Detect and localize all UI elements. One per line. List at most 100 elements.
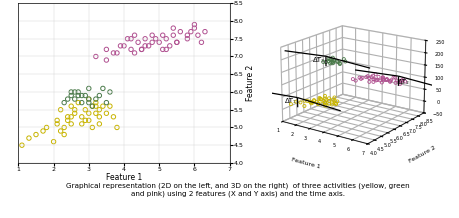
Point xyxy=(166,44,173,48)
Point xyxy=(81,108,89,111)
Point xyxy=(187,30,194,33)
Point xyxy=(162,48,169,51)
Point xyxy=(95,115,103,119)
Point xyxy=(57,129,64,133)
Point xyxy=(53,122,61,126)
Point xyxy=(190,26,198,30)
Point xyxy=(71,112,78,115)
Point xyxy=(99,87,106,90)
Point xyxy=(85,97,92,101)
Point xyxy=(71,90,78,94)
Point xyxy=(64,119,71,122)
Point xyxy=(32,133,39,136)
Point xyxy=(67,115,75,119)
Point xyxy=(89,104,96,108)
Point xyxy=(155,41,162,44)
Point xyxy=(131,51,138,55)
Text: Graphical representation (2D on the left, and 3D on the right)  of three activit: Graphical representation (2D on the left… xyxy=(66,183,409,197)
Point xyxy=(117,44,124,48)
Point xyxy=(89,104,96,108)
Point xyxy=(110,51,117,55)
Point xyxy=(95,108,103,111)
Point xyxy=(78,122,85,126)
Point xyxy=(190,23,198,26)
Point xyxy=(106,104,113,108)
Point xyxy=(106,90,113,94)
Point xyxy=(159,48,166,51)
Point xyxy=(141,37,148,41)
Point xyxy=(89,126,96,129)
Point xyxy=(102,112,110,115)
Point xyxy=(197,41,205,44)
Y-axis label: Feature 2: Feature 2 xyxy=(407,145,436,164)
Point xyxy=(78,94,85,97)
Point xyxy=(60,133,67,136)
Point xyxy=(183,37,190,41)
Point xyxy=(183,33,190,37)
Point xyxy=(67,104,75,108)
Point xyxy=(134,41,141,44)
Point xyxy=(92,97,99,101)
Point xyxy=(64,115,71,119)
Point xyxy=(127,37,134,41)
Point xyxy=(201,30,208,33)
Point xyxy=(95,94,103,97)
Point xyxy=(74,101,82,104)
Point xyxy=(74,94,82,97)
Point xyxy=(176,30,184,33)
Point xyxy=(39,129,47,133)
Point xyxy=(120,44,128,48)
Point xyxy=(78,101,85,104)
Point xyxy=(85,101,92,104)
Point xyxy=(173,41,180,44)
Point xyxy=(123,37,131,41)
Point xyxy=(145,44,152,48)
Point xyxy=(60,101,67,104)
Point xyxy=(85,97,92,101)
X-axis label: Feature 1: Feature 1 xyxy=(290,157,320,169)
Point xyxy=(67,90,75,94)
Point xyxy=(85,119,92,122)
Point xyxy=(102,101,110,104)
Point xyxy=(127,48,134,51)
Point xyxy=(169,33,177,37)
Point xyxy=(151,37,159,41)
Point xyxy=(162,37,169,41)
Point xyxy=(141,44,148,48)
Point xyxy=(110,115,117,119)
Point xyxy=(53,119,61,122)
Point xyxy=(78,115,85,119)
Point xyxy=(138,48,145,51)
Point xyxy=(148,41,156,44)
Point xyxy=(92,101,99,104)
Point xyxy=(18,143,26,147)
Point xyxy=(60,126,67,129)
Point xyxy=(92,55,99,58)
Point xyxy=(67,122,75,126)
X-axis label: Feature 1: Feature 1 xyxy=(106,174,142,182)
Point xyxy=(25,136,33,140)
Point xyxy=(169,26,177,30)
Point xyxy=(99,104,106,108)
Point xyxy=(43,126,50,129)
Point xyxy=(50,140,57,143)
Point xyxy=(131,33,138,37)
Point xyxy=(71,97,78,101)
Point xyxy=(148,33,156,37)
Point xyxy=(92,112,99,115)
Point xyxy=(113,126,120,129)
Point xyxy=(95,122,103,126)
Point xyxy=(74,90,82,94)
Point xyxy=(138,48,145,51)
Point xyxy=(71,108,78,111)
Point xyxy=(173,41,180,44)
Point xyxy=(159,33,166,37)
Point xyxy=(64,97,71,101)
Point xyxy=(113,51,120,55)
Point xyxy=(81,94,89,97)
Point xyxy=(194,33,201,37)
Point xyxy=(102,58,110,62)
Point xyxy=(85,87,92,90)
Point xyxy=(57,108,64,111)
Y-axis label: Feature 2: Feature 2 xyxy=(246,65,255,101)
